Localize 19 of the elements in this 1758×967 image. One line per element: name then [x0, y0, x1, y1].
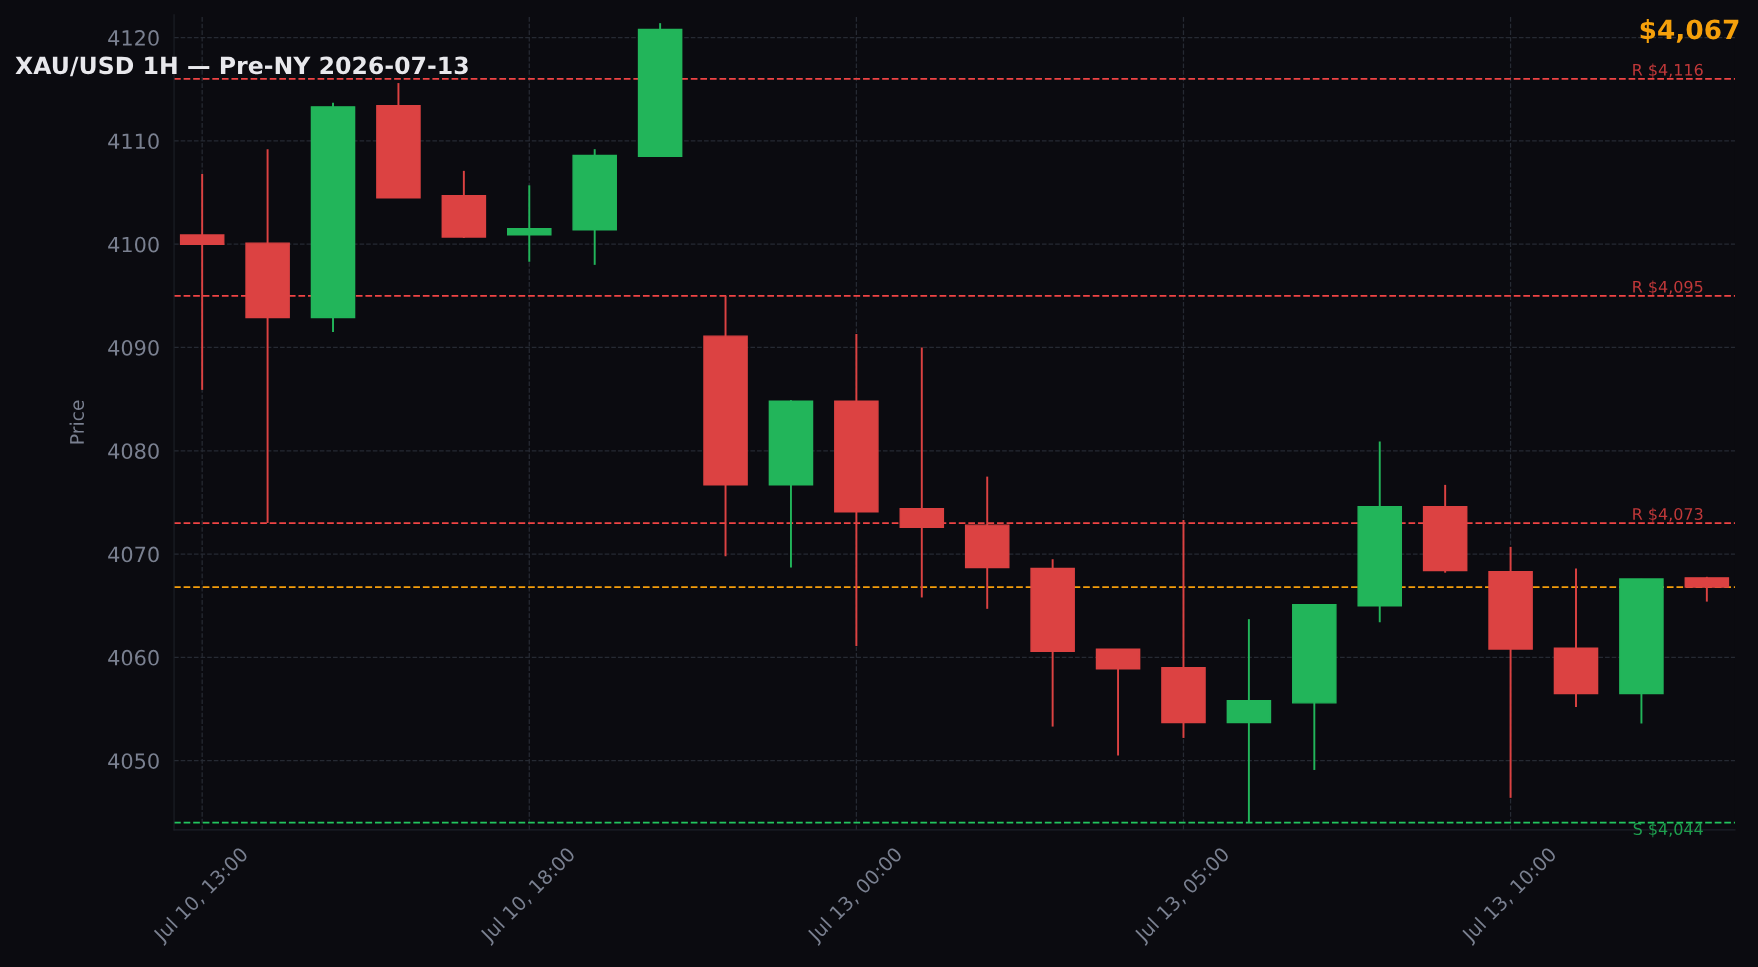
ref-line-label: R $4,116: [1633, 63, 1703, 78]
y-axis-title: Price: [69, 400, 85, 444]
y-tick-label: 4070: [108, 546, 159, 563]
y-tick-label: 4090: [108, 339, 159, 356]
candlestick: [506, 184, 552, 263]
y-tick-label: 4100: [108, 236, 159, 253]
text: XAU/USD 1H — Pre-NY 2026-07-13: [15, 56, 468, 77]
y-tick-label: 4080: [108, 443, 159, 459]
annotation: $4,067: [1640, 18, 1739, 43]
candlestick: [1226, 618, 1272, 824]
y-tick-label: 4120: [108, 30, 159, 46]
y-tick-label: 4110: [108, 133, 159, 150]
y-tick-label: 4060: [108, 649, 159, 666]
ref-line-label: S $4,044: [1633, 822, 1703, 838]
ref-line-label: R $4,095: [1633, 280, 1703, 295]
y-tick-label: 4050: [108, 753, 159, 769]
candlestick: [179, 172, 225, 391]
candlestick: [899, 346, 945, 599]
ref-line-label: R $4,073: [1633, 507, 1703, 523]
